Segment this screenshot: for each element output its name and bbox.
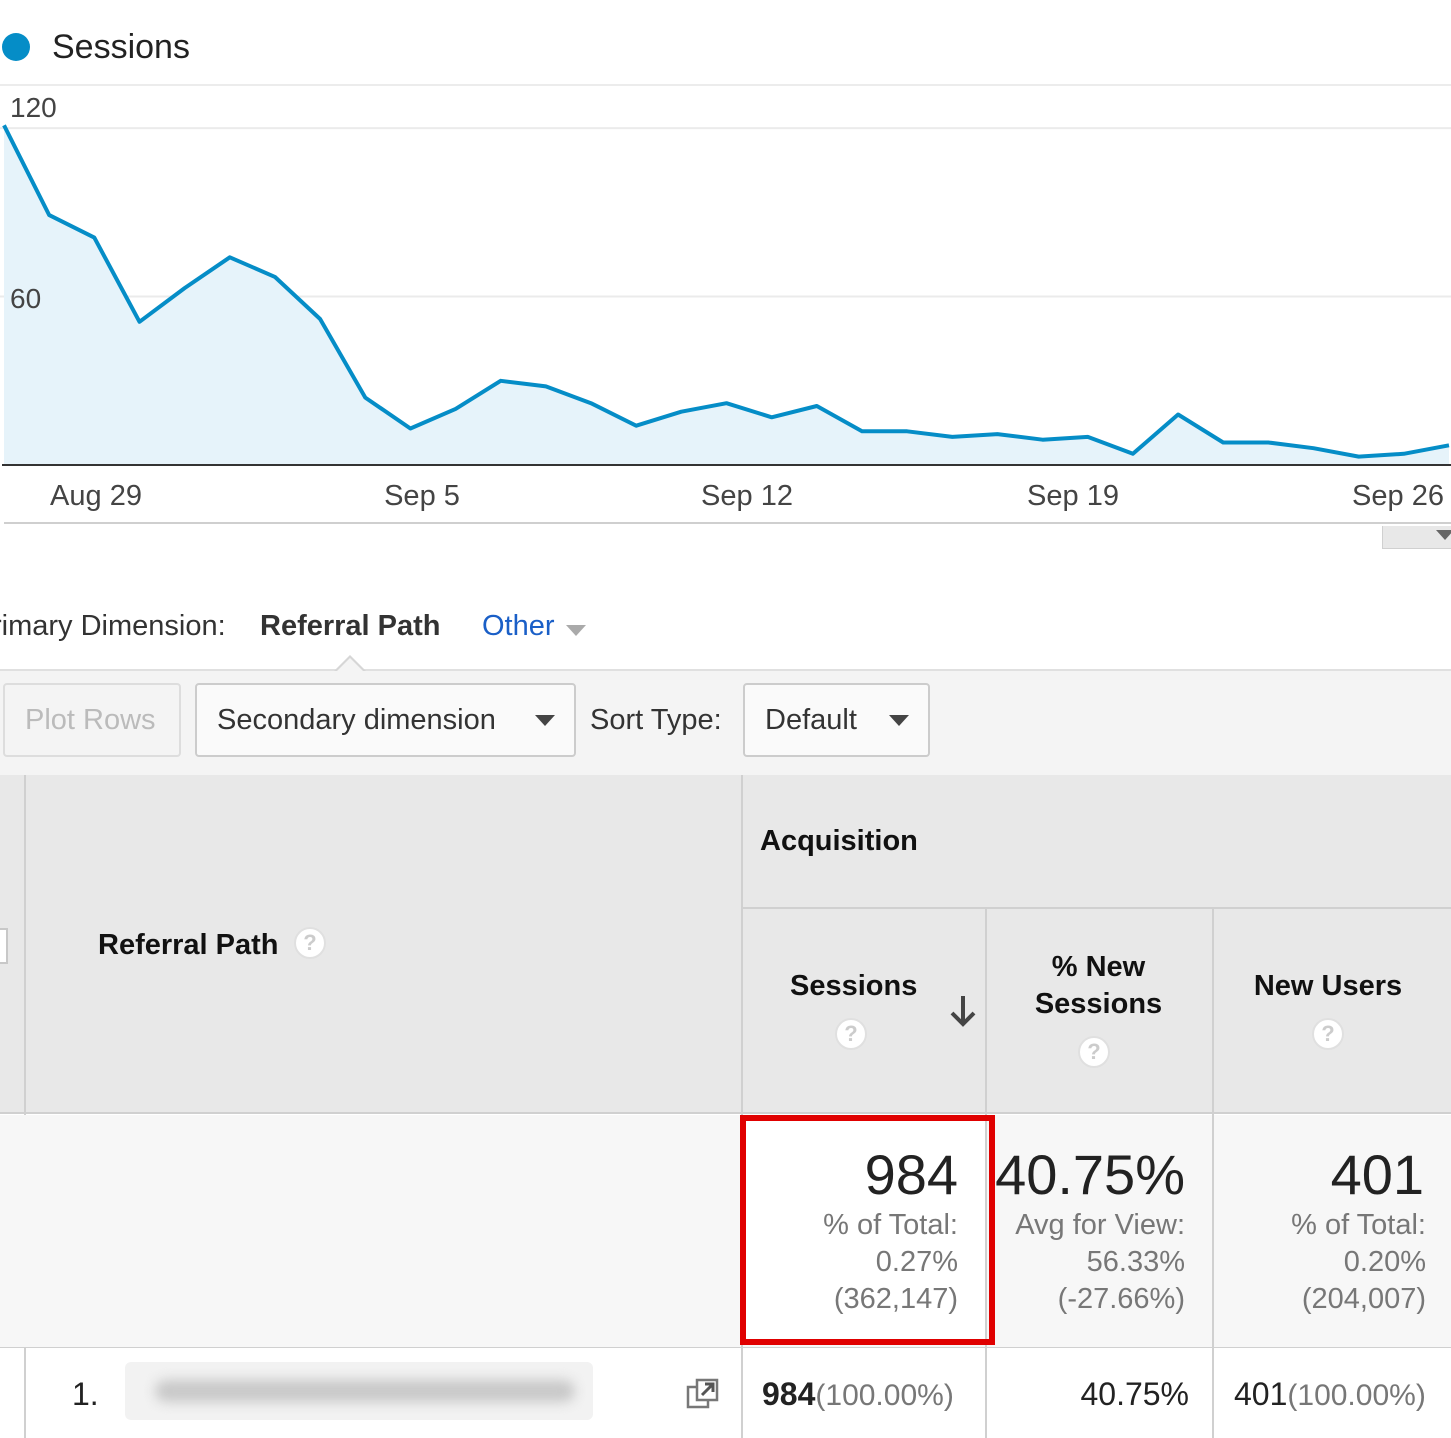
new-users-total-site: (204,007) xyxy=(1301,1283,1426,1315)
sort-type-caret-icon xyxy=(889,715,909,726)
header-bottom-border xyxy=(0,1112,1451,1114)
column-divider-sessions-lower xyxy=(985,1114,987,1438)
column-divider-checkbox xyxy=(24,775,26,1438)
row-new-users-percent: (100.00%) xyxy=(1287,1379,1426,1412)
new-users-header[interactable]: New Users xyxy=(1253,970,1403,1002)
sessions-highlight-box xyxy=(740,1115,995,1345)
secondary-dimension-caret-icon xyxy=(535,715,555,726)
primary-dimension-other-link[interactable]: Other xyxy=(482,610,555,642)
column-divider-path xyxy=(741,775,743,1438)
new-users-help-icon[interactable]: ? xyxy=(1312,1018,1344,1050)
secondary-dimension-label: Secondary dimension xyxy=(217,704,496,736)
sessions-line xyxy=(2,124,1450,459)
table-header xyxy=(0,775,1451,1113)
other-dropdown-caret-icon[interactable] xyxy=(566,625,586,636)
x-tick-label-sep5: Sep 5 xyxy=(384,480,460,512)
chart-resize-arrow-icon xyxy=(1436,530,1451,540)
new-users-total-value: 401 xyxy=(1330,1143,1424,1206)
row-sessions-value: 984 xyxy=(762,1376,816,1412)
new-sessions-help-icon[interactable]: ? xyxy=(1078,1036,1110,1068)
active-dimension-pointer-fill xyxy=(336,658,364,672)
new-sessions-avg-label: Avg for View: xyxy=(1015,1209,1185,1241)
sessions-chart: 120 60 Aug 29 Sep 5 Sep 12 Sep 19 Sep 26 xyxy=(0,92,1451,524)
new-sessions-avg-value: 40.75% xyxy=(995,1143,1185,1206)
acquisition-group-header: Acquisition xyxy=(760,825,918,857)
sessions-header[interactable]: Sessions xyxy=(790,970,918,1002)
y-tick-label-60: 60 xyxy=(10,283,41,314)
x-tick-label-sep26: Sep 26 xyxy=(1352,480,1444,512)
select-all-checkbox[interactable] xyxy=(0,928,8,964)
sessions-legend-label: Sessions xyxy=(52,28,190,66)
row-sessions-percent: (100.00%) xyxy=(815,1379,954,1412)
row-sessions-cell: 984(100.00%) xyxy=(762,1376,954,1413)
new-sessions-header-line2[interactable]: Sessions xyxy=(1034,988,1163,1020)
new-sessions-diff: (-27.66%) xyxy=(1057,1283,1185,1315)
secondary-dimension-dropdown[interactable]: Secondary dimension xyxy=(195,683,576,757)
sessions-summary-cell xyxy=(742,1115,985,1345)
legend-divider xyxy=(0,84,1451,86)
column-divider-new-sessions-lower xyxy=(1212,1114,1214,1438)
sort-descending-arrow-icon[interactable] xyxy=(948,994,978,1028)
sessions-area xyxy=(4,125,1449,466)
sessions-total-site: (362,147) xyxy=(833,1283,958,1315)
sessions-total-value: 984 xyxy=(864,1143,958,1206)
sessions-total-percent: 0.27% xyxy=(875,1246,958,1278)
referral-path-header[interactable]: Referral Path xyxy=(98,929,279,961)
redacted-referral-path-link[interactable] xyxy=(125,1362,593,1420)
sort-type-dropdown[interactable]: Default xyxy=(743,683,930,757)
sessions-legend-dot xyxy=(2,33,30,61)
new-users-total-label: % of Total: xyxy=(1291,1209,1426,1241)
sessions-total-label: % of Total: xyxy=(823,1209,958,1241)
row-number: 1. xyxy=(72,1376,99,1412)
new-users-total-percent: 0.20% xyxy=(1343,1246,1426,1278)
plot-rows-button[interactable]: Plot Rows xyxy=(3,683,181,757)
x-tick-label-sep19: Sep 19 xyxy=(1027,480,1119,512)
x-tick-label-sep12: Sep 12 xyxy=(701,480,793,512)
row-new-users-cell: 401(100.00%) xyxy=(1234,1376,1426,1413)
primary-dimension-label: rimary Dimension: xyxy=(0,610,226,642)
chart-resize-handle[interactable] xyxy=(1382,526,1451,549)
y-tick-label-120: 120 xyxy=(10,92,57,123)
new-sessions-view-avg: 56.33% xyxy=(1086,1246,1185,1278)
open-external-link-icon[interactable] xyxy=(686,1378,720,1410)
summary-row xyxy=(0,1115,1451,1347)
row-new-sessions-value: 40.75% xyxy=(1080,1376,1189,1412)
sessions-help-icon[interactable]: ? xyxy=(835,1018,867,1050)
primary-dimension-referral-path[interactable]: Referral Path xyxy=(260,610,441,642)
group-header-divider xyxy=(741,907,1451,909)
sort-type-label: Sort Type: xyxy=(590,704,722,736)
sort-type-value: Default xyxy=(765,704,857,736)
row-new-users-value: 401 xyxy=(1234,1376,1288,1412)
x-tick-label-aug29: Aug 29 xyxy=(50,480,142,512)
new-sessions-header-line1[interactable]: % New xyxy=(1051,951,1146,983)
summary-bottom-border xyxy=(0,1346,1451,1348)
referral-path-help-icon[interactable]: ? xyxy=(294,927,326,959)
